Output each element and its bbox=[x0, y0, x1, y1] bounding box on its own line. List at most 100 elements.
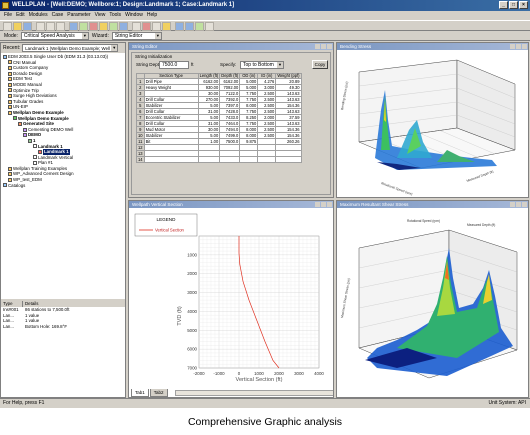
new-icon[interactable] bbox=[3, 22, 12, 31]
table-cell[interactable] bbox=[275, 156, 302, 164]
horizontal-scrollbar[interactable] bbox=[175, 390, 333, 396]
shear-stress-surface-plot[interactable]: Rotational Speed (rpm) Measured Depth (f… bbox=[337, 208, 528, 397]
menu-edit[interactable]: Edit bbox=[16, 12, 25, 18]
details-row[interactable]: Ins#001 86 stations to 7,500.0ft bbox=[1, 307, 125, 313]
close-icon[interactable] bbox=[522, 202, 527, 207]
open-folder-icon[interactable] bbox=[13, 22, 22, 31]
tree-node[interactable]: Optimize Trip bbox=[1, 88, 125, 94]
details-row[interactable]: Lan... 1 value bbox=[1, 313, 125, 319]
tree-node[interactable]: Tubular Grades bbox=[1, 99, 125, 105]
menu-help[interactable]: Help bbox=[146, 12, 158, 18]
close-icon[interactable] bbox=[327, 44, 332, 49]
menu-parameter[interactable]: Parameter bbox=[67, 12, 91, 18]
chevron-down-icon[interactable]: ▼ bbox=[154, 32, 161, 39]
string-icon[interactable] bbox=[99, 22, 108, 31]
print-icon[interactable] bbox=[69, 22, 78, 31]
menu-tools[interactable]: Tools bbox=[109, 12, 122, 18]
rig-icon[interactable] bbox=[119, 22, 128, 31]
tree-node[interactable]: WP_Advanced Cement Design bbox=[1, 171, 125, 177]
zoom-out-icon[interactable] bbox=[185, 22, 194, 31]
column-header[interactable]: Weight (ppf) bbox=[275, 72, 302, 80]
table-row[interactable]: 3 30.00 7122.0 7.750 2.500 143.63 bbox=[136, 90, 302, 98]
tree-node[interactable]: WP_test_EDM bbox=[1, 177, 125, 183]
tree-node[interactable]: Landmark Vertical bbox=[1, 155, 125, 161]
specify-select[interactable]: Top to Bottom ▼ bbox=[240, 61, 284, 69]
column-header[interactable]: Depth (ft) bbox=[219, 72, 241, 80]
pan-icon[interactable] bbox=[205, 22, 214, 31]
table-cell[interactable] bbox=[143, 156, 199, 164]
string-depth-input[interactable]: 7500.0 bbox=[159, 61, 189, 69]
tree-node[interactable]: UN-EIP bbox=[1, 104, 125, 110]
menu-case[interactable]: Case bbox=[51, 12, 64, 18]
copy-icon[interactable] bbox=[46, 22, 55, 31]
tree-node[interactable]: CNI Manual bbox=[1, 60, 125, 66]
tree-node[interactable]: Catalogs bbox=[1, 183, 125, 189]
chart-icon[interactable] bbox=[132, 22, 141, 31]
chevron-down-icon[interactable]: ▼ bbox=[277, 62, 283, 68]
save-icon[interactable] bbox=[23, 22, 32, 31]
table-cell[interactable] bbox=[219, 156, 241, 164]
tab-1[interactable]: Tab1 bbox=[131, 389, 149, 397]
rotate-icon[interactable] bbox=[195, 22, 204, 31]
details-row[interactable]: Lan... Bottom Hole: 169.8°F bbox=[1, 324, 125, 330]
table-row[interactable]: 12 bbox=[136, 144, 302, 152]
tree-node[interactable]: Cementing DEMO Well bbox=[1, 127, 125, 133]
tree-node[interactable]: Plan #1 bbox=[1, 160, 125, 166]
chevron-down-icon[interactable]: ▼ bbox=[81, 32, 88, 39]
tree-node[interactable]: DEMO bbox=[1, 132, 125, 138]
maximize-button[interactable]: □ bbox=[509, 1, 518, 9]
table-row[interactable]: 14 bbox=[136, 156, 302, 164]
maximize-icon[interactable] bbox=[516, 202, 521, 207]
wizard-select[interactable]: String Editor ▼ bbox=[111, 31, 162, 40]
tree-node[interactable]: Wellplan Training Examples bbox=[1, 166, 125, 172]
zoom-in-icon[interactable] bbox=[175, 22, 184, 31]
minimize-icon[interactable] bbox=[510, 44, 515, 49]
fluid-icon[interactable] bbox=[109, 22, 118, 31]
close-icon[interactable] bbox=[327, 202, 332, 207]
menu-modules[interactable]: Modules bbox=[28, 12, 48, 18]
table-cell[interactable] bbox=[197, 156, 221, 164]
minimize-icon[interactable] bbox=[315, 202, 320, 207]
minimize-button[interactable]: _ bbox=[499, 1, 508, 9]
column-header[interactable]: Section Type bbox=[143, 72, 199, 80]
table-row[interactable]: 7 Eccentric Stabilizer 5.00 7433.0 8.250 2.00… bbox=[136, 114, 302, 122]
menu-view[interactable]: View bbox=[94, 12, 106, 18]
tree-node[interactable]: Landmark 1 bbox=[1, 144, 125, 150]
details-col-type[interactable]: Type bbox=[1, 301, 23, 307]
table-row[interactable]: 5 Stabilizer 5.00 7397.0 8.000 2.500 154.36 bbox=[136, 102, 302, 110]
mode-select[interactable]: Critical Speed Analysis ▼ bbox=[20, 31, 89, 40]
calculate-icon[interactable] bbox=[152, 22, 161, 31]
tree-node[interactable]: Surge High Deviations bbox=[1, 93, 125, 99]
wellpath-icon[interactable] bbox=[79, 22, 88, 31]
table-cell[interactable] bbox=[239, 156, 259, 164]
tree-node[interactable]: EDM 2003.5 Single User Db (EDM 31.3 (03.… bbox=[1, 54, 125, 60]
table-row[interactable]: 11 Bit 1.00 7500.0 9.875 260.26 bbox=[136, 138, 302, 146]
maximize-icon[interactable] bbox=[516, 44, 521, 49]
details-col-details[interactable]: Details bbox=[25, 301, 39, 306]
report-icon[interactable] bbox=[142, 22, 151, 31]
table-cell[interactable] bbox=[257, 156, 277, 164]
close-icon[interactable] bbox=[522, 44, 527, 49]
vertical-section-chart[interactable]: LEGEND Vertical Section -2000 -1000 0 1000 2… bbox=[129, 208, 333, 391]
minimize-icon[interactable] bbox=[315, 44, 320, 49]
cut-icon[interactable] bbox=[36, 22, 45, 31]
tree-node[interactable]: MODE Manual bbox=[1, 82, 125, 88]
maximize-icon[interactable] bbox=[321, 202, 326, 207]
tree-node[interactable]: EDM Test bbox=[1, 76, 125, 82]
table-row[interactable]: 1 Drill Pipe 6162.00 6162.00 5.000 4.276 20.89 bbox=[136, 78, 302, 86]
chevron-down-icon[interactable]: ▼ bbox=[111, 45, 118, 51]
table-row[interactable]: 10 Stabilizer 5.00 7499.0 8.000 2.500 154.36 bbox=[136, 132, 302, 140]
tree-node[interactable]: 1 bbox=[1, 138, 125, 144]
help-icon[interactable] bbox=[162, 22, 171, 31]
hole-section-icon[interactable] bbox=[89, 22, 98, 31]
tree-node[interactable]: Landmark 1 bbox=[1, 149, 125, 155]
tree-node[interactable]: Dorado Design bbox=[1, 71, 125, 77]
tab-2[interactable]: Tab2 bbox=[149, 389, 168, 397]
tree-node[interactable]: Generated Site bbox=[1, 121, 125, 127]
close-button[interactable]: × bbox=[519, 1, 528, 9]
copy-button[interactable]: Copy bbox=[312, 60, 328, 69]
details-row[interactable]: Lan... 1 value bbox=[1, 318, 125, 324]
recent-select[interactable]: Landmark 1 (Wellplan Demo Example; Well … bbox=[22, 44, 119, 52]
bending-stress-surface-plot[interactable]: Bending Stress (psi) Rotational Speed (r… bbox=[337, 50, 528, 197]
menu-window[interactable]: Window bbox=[125, 12, 143, 18]
